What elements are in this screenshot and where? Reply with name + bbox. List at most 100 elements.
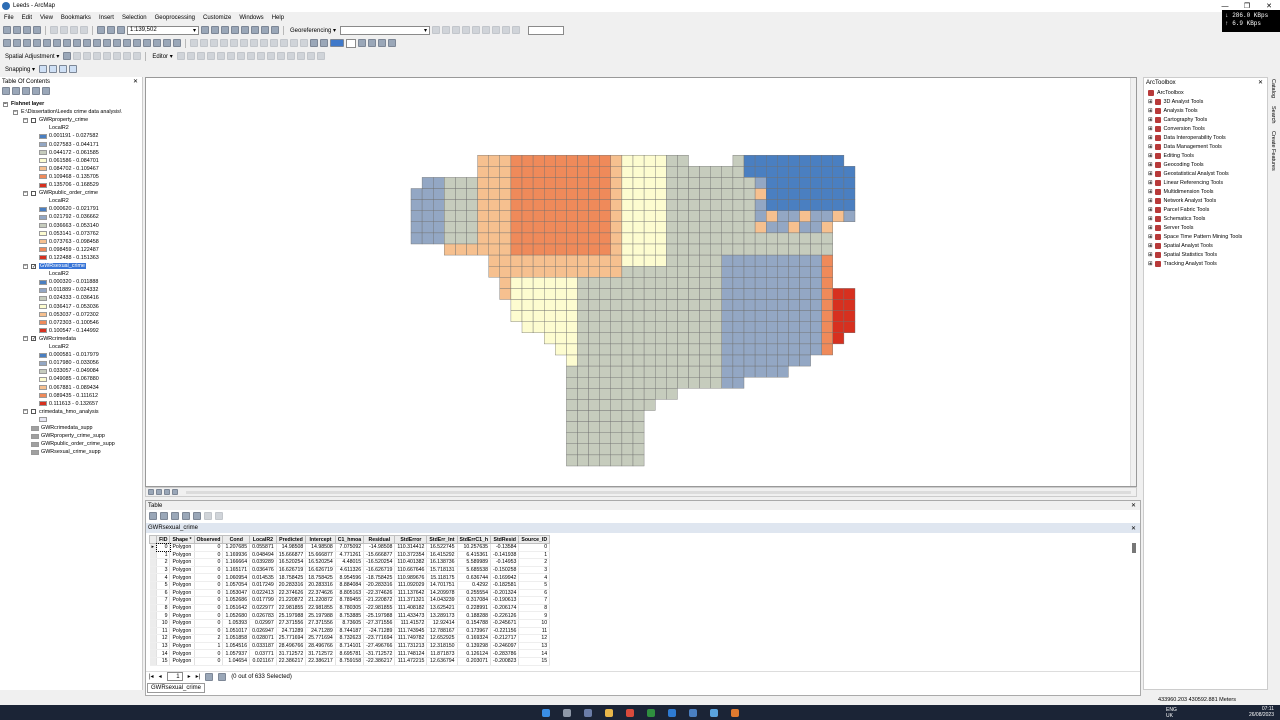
toc-path[interactable]: − E:\Dissertation\Leeds crime data analys… xyxy=(13,108,121,116)
toc-table[interactable]: GWRpublic_order_crime_supp xyxy=(31,440,115,448)
line-color-icon[interactable] xyxy=(358,39,366,47)
collapse-icon[interactable]: − xyxy=(3,100,8,107)
first-record-icon[interactable]: |◂ xyxy=(149,674,154,680)
menu-help[interactable]: Help xyxy=(271,14,285,21)
fishnet-map[interactable] xyxy=(146,78,1136,486)
zoom-to-selected-icon[interactable] xyxy=(204,512,212,520)
row-selector[interactable] xyxy=(149,566,158,575)
expand-icon[interactable]: ⊞ xyxy=(1148,188,1153,195)
row-selector[interactable] xyxy=(149,611,158,620)
full-extent-icon[interactable] xyxy=(33,39,41,47)
expand-icon[interactable]: ⊞ xyxy=(1148,170,1153,177)
rotate-icon[interactable] xyxy=(432,26,441,34)
column-header-stderror[interactable]: StdError xyxy=(394,535,428,544)
column-header-stderrc1-h[interactable]: StdErrC1_h xyxy=(456,535,492,544)
clear-selection-icon[interactable] xyxy=(193,512,201,520)
toc-table[interactable]: GWRsexual_crime_supp xyxy=(31,448,101,456)
expand-icon[interactable]: ⊞ xyxy=(1148,98,1153,105)
expand-icon[interactable]: ⊞ xyxy=(1148,197,1153,204)
zoom-in-icon[interactable] xyxy=(3,39,11,47)
pan-icon[interactable] xyxy=(23,39,31,47)
arctoolbox-icon[interactable] xyxy=(241,26,249,34)
edit-tool-icon[interactable] xyxy=(246,52,255,60)
toolbox-multidimension-tools[interactable]: ⊞ Multidimension Tools xyxy=(1148,187,1213,196)
identity-link-icon[interactable] xyxy=(103,52,112,60)
toolbox-data-interoperability-tools[interactable]: ⊞ Data Interoperability Tools xyxy=(1148,133,1226,142)
edge-snapping-icon[interactable] xyxy=(69,65,78,73)
menu-customize[interactable]: Customize xyxy=(203,14,232,21)
toolbox-parcel-fabric-tools[interactable]: ⊞ Parcel Fabric Tools xyxy=(1148,205,1209,214)
copy-icon[interactable] xyxy=(60,26,68,34)
measure-icon[interactable] xyxy=(133,39,141,47)
expand-icon[interactable]: ⊞ xyxy=(1148,125,1153,132)
editor-toolbar-icon[interactable] xyxy=(201,26,209,34)
arctoolbox-root[interactable]: ArcToolbox xyxy=(1148,88,1184,97)
column-header-predicted[interactable]: Predicted xyxy=(275,535,307,544)
map-view[interactable] xyxy=(145,77,1137,487)
map-scale-combo[interactable]: 1:139,502 ▾ xyxy=(127,25,199,35)
hyperlink-icon[interactable] xyxy=(143,39,151,47)
create-features-tab[interactable]: Create Features xyxy=(1270,131,1276,172)
toc-layer-gwrproperty_crime[interactable]: − GWRproperty_crime xyxy=(23,116,88,124)
search-icon[interactable] xyxy=(231,26,239,34)
collapse-icon[interactable]: − xyxy=(23,335,28,342)
data-view-icon[interactable] xyxy=(148,489,154,495)
menu-insert[interactable]: Insert xyxy=(98,14,114,21)
select-features-icon[interactable] xyxy=(83,39,91,47)
table-row[interactable]: 2 Polygon 0 1.166664 0.039289 16.520254 16.520… xyxy=(149,558,551,567)
app-icon[interactable] xyxy=(730,708,739,717)
close-button[interactable]: ✕ xyxy=(1266,3,1272,10)
paste-icon[interactable] xyxy=(70,26,78,34)
georef-tool-icon[interactable] xyxy=(512,26,521,34)
toc-table[interactable]: GWRcrimedata_supp xyxy=(31,424,93,432)
table-row[interactable]: 9 Polygon 0 1.052680 0.026783 25.197988 25.197… xyxy=(149,611,551,620)
table-options-icon[interactable] xyxy=(149,512,157,520)
row-selector-header[interactable] xyxy=(148,535,158,544)
column-header-intercept[interactable]: Intercept xyxy=(305,535,336,544)
find-icon[interactable] xyxy=(123,39,131,47)
help-icon[interactable] xyxy=(271,26,279,34)
toc-layer-gwrsexual_crime[interactable]: − ✓ GWRsexual_crime xyxy=(23,262,86,270)
menu-selection[interactable]: Selection xyxy=(121,14,147,21)
row-selector[interactable] xyxy=(149,634,158,643)
back-icon[interactable] xyxy=(63,39,71,47)
html-popup-icon[interactable] xyxy=(153,39,161,47)
column-header-source-id[interactable]: Source_ID xyxy=(518,535,551,544)
row-selector[interactable] xyxy=(149,642,158,651)
layout-tool-icon[interactable] xyxy=(260,39,268,47)
zoom-out-icon[interactable] xyxy=(13,39,21,47)
toolbox-analysis-tools[interactable]: ⊞ Analysis Tools xyxy=(1148,106,1198,115)
collapse-icon[interactable]: − xyxy=(23,262,28,269)
menu-edit[interactable]: Edit xyxy=(21,14,33,21)
menu-geoprocessing[interactable]: Geoprocessing xyxy=(154,14,195,21)
select-elements-icon[interactable] xyxy=(103,39,111,47)
layout-tool-icon[interactable] xyxy=(200,39,208,47)
column-header-fid[interactable]: FID xyxy=(156,535,171,544)
expand-icon[interactable]: ⊞ xyxy=(1148,224,1153,231)
undo-icon[interactable] xyxy=(97,26,105,34)
related-tables-icon[interactable] xyxy=(160,512,168,520)
font-color-icon[interactable] xyxy=(368,39,376,47)
edit-tool-icon[interactable] xyxy=(306,52,315,60)
modify-link-icon[interactable] xyxy=(83,52,92,60)
delete-icon[interactable] xyxy=(80,26,88,34)
collapse-icon[interactable]: − xyxy=(23,116,28,123)
select-by-attributes-icon[interactable] xyxy=(171,512,179,520)
identify-icon[interactable] xyxy=(113,39,121,47)
editor-menu[interactable]: Editor ▾ xyxy=(152,53,173,60)
toolbox-editing-tools[interactable]: ⊞ Editing Tools xyxy=(1148,151,1194,160)
edit-tool-icon[interactable] xyxy=(236,52,245,60)
column-header-observed[interactable]: Observed xyxy=(193,535,224,544)
table-row[interactable]: 1 Polygon 0 1.169936 0.048494 15.666877 15.666… xyxy=(149,551,551,560)
expand-icon[interactable]: ⊞ xyxy=(1148,143,1153,150)
start-icon[interactable] xyxy=(541,708,550,717)
list-by-visibility-icon[interactable] xyxy=(22,87,30,95)
row-selector[interactable] xyxy=(149,589,158,598)
edit-tool-icon[interactable] xyxy=(316,52,325,60)
edit-tool-icon[interactable] xyxy=(196,52,205,60)
new-document-icon[interactable] xyxy=(3,26,11,34)
show-all-records-icon[interactable] xyxy=(205,672,214,681)
close-icon[interactable]: ✕ xyxy=(1130,503,1136,509)
map-vertical-scrollbar[interactable] xyxy=(1130,78,1136,486)
vertex-snapping-icon[interactable] xyxy=(59,65,68,73)
